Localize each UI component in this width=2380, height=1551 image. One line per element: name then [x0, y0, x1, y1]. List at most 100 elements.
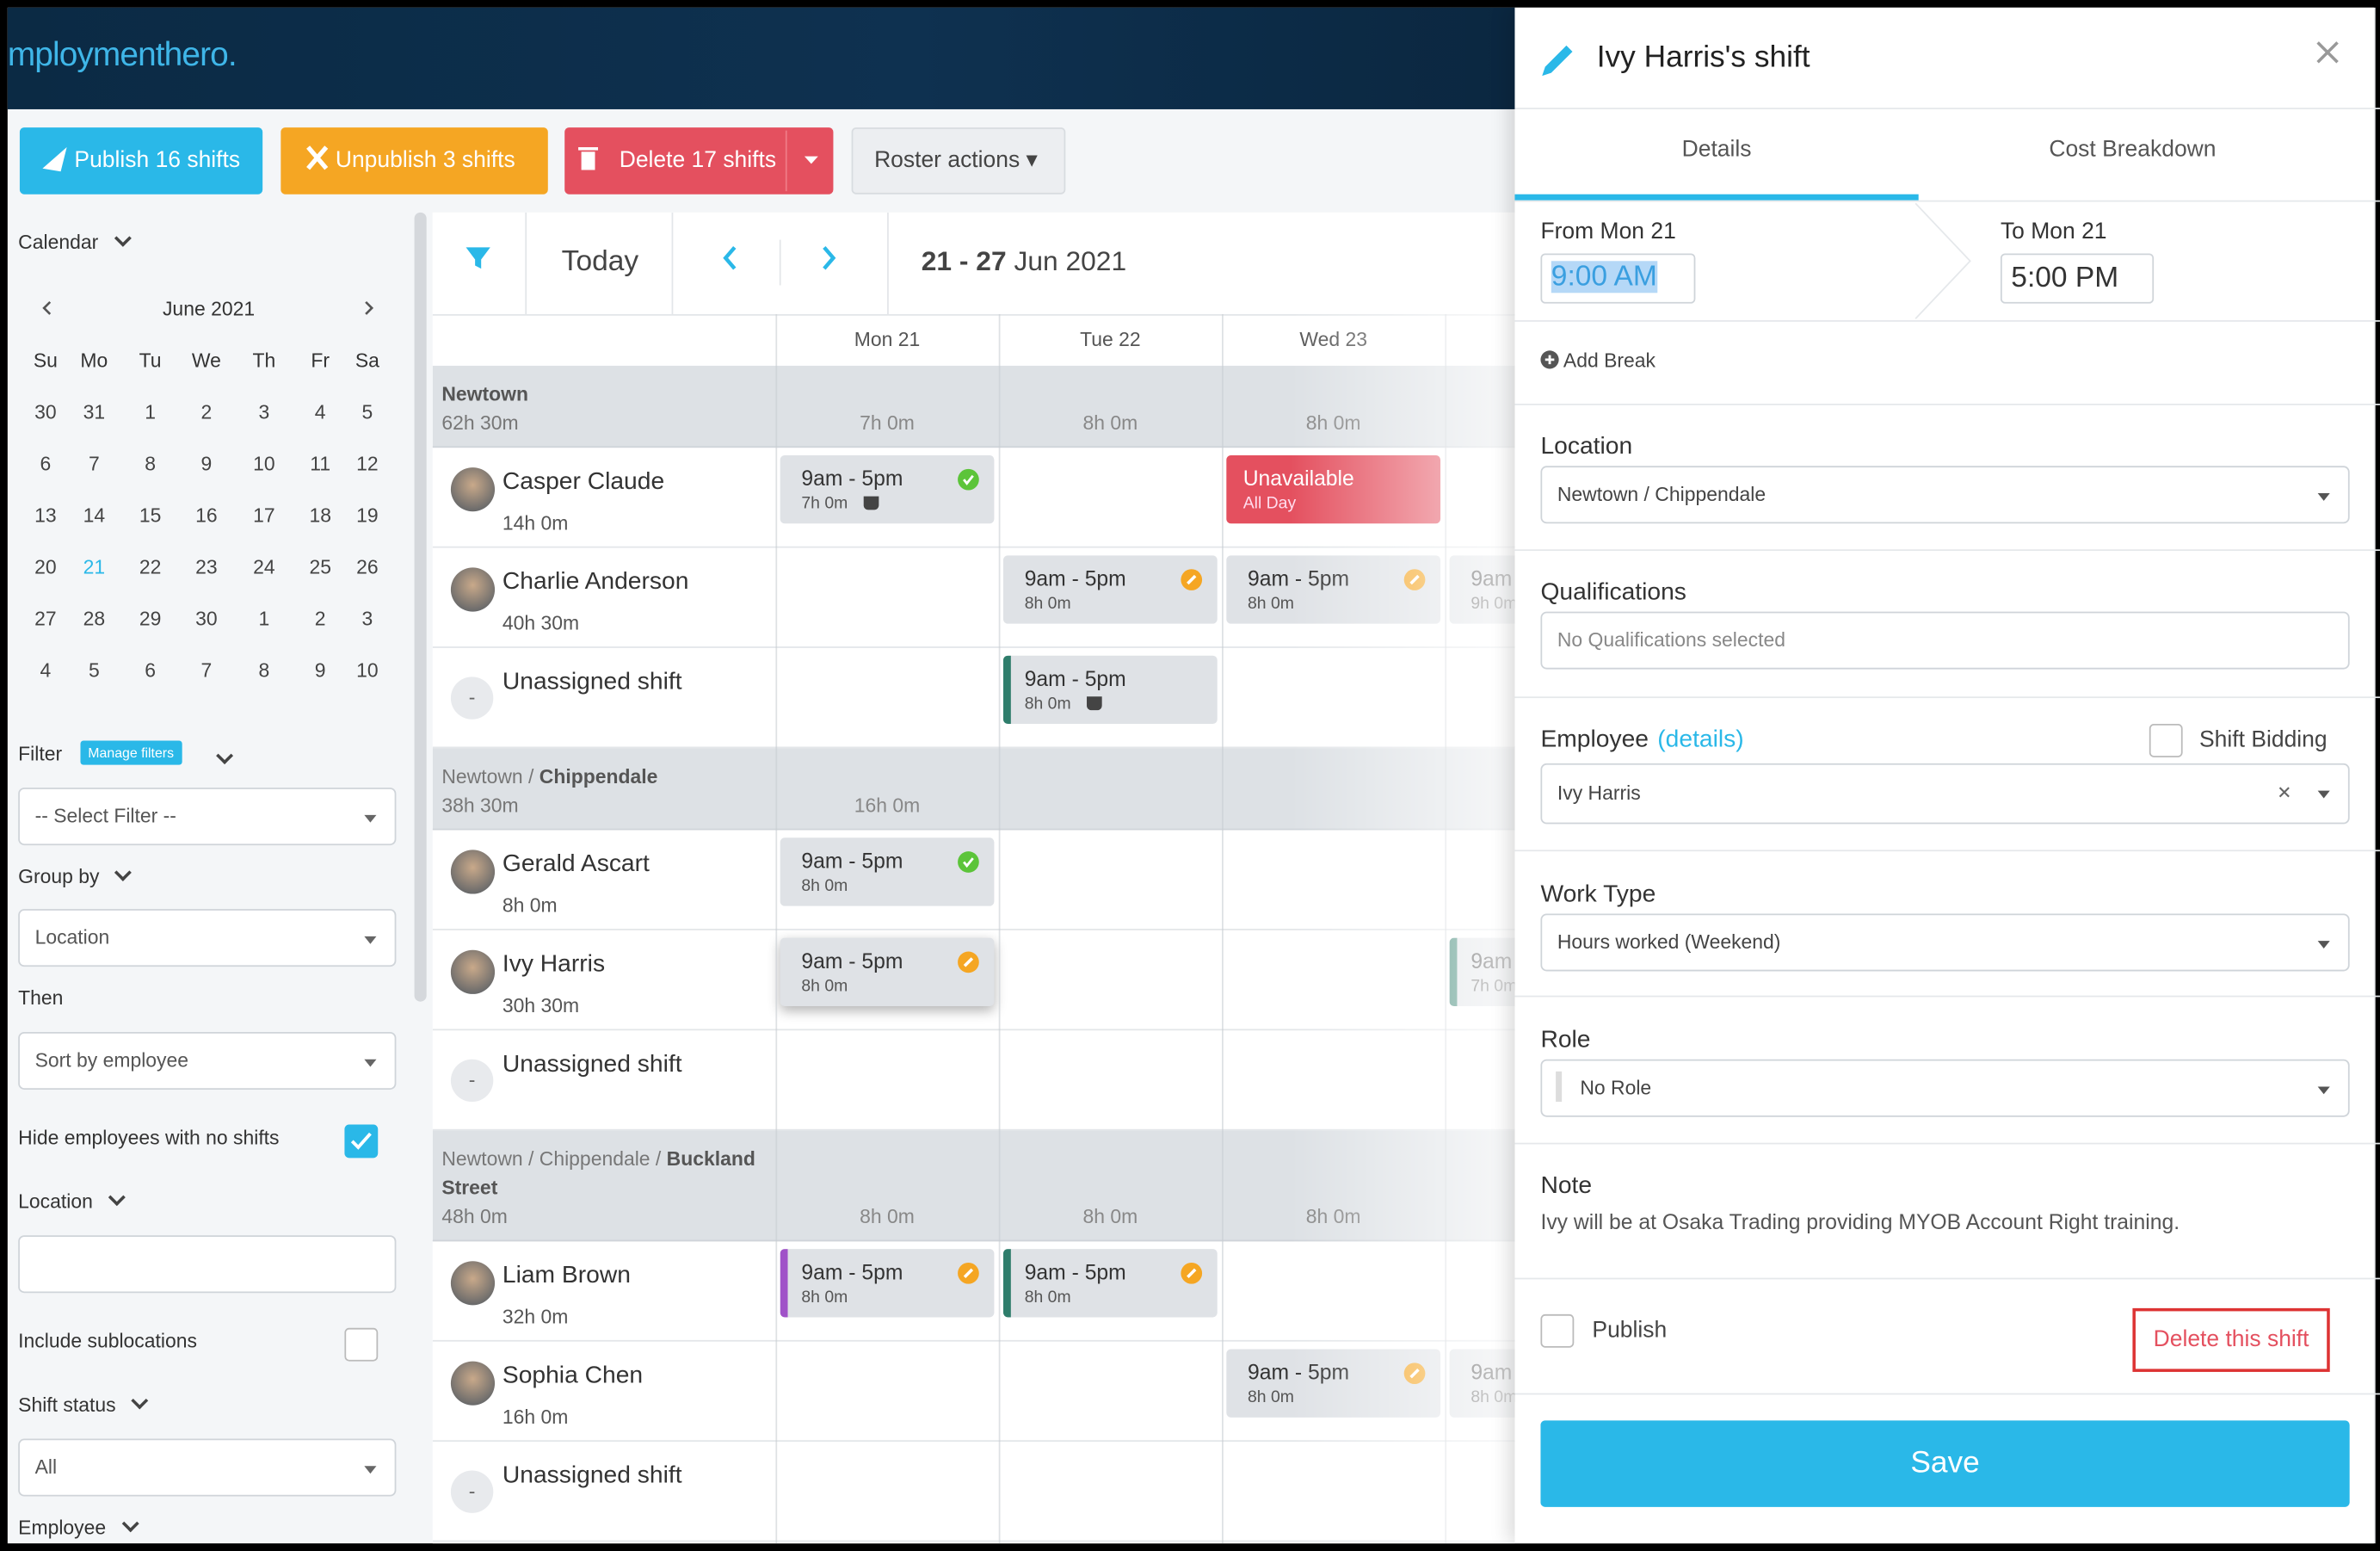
calendar-day[interactable]: 14 [83, 504, 106, 527]
calendar-day[interactable]: 2 [314, 607, 326, 630]
calendar-day[interactable]: 16 [195, 504, 218, 527]
today-button[interactable]: Today [561, 245, 639, 278]
shift-card[interactable]: 9am - 5pm 8h 0m [780, 1249, 995, 1318]
calendar-day[interactable]: 10 [253, 452, 275, 475]
to-input[interactable]: 5:00 PM [2000, 253, 2155, 304]
calendar-day[interactable]: 27 [34, 607, 57, 630]
calendar-day[interactable]: 5 [361, 400, 373, 423]
unpublish-button[interactable]: Unpublish 3 shifts [281, 127, 548, 195]
delete-button[interactable]: Delete 17 shifts [564, 127, 834, 195]
calendar-day[interactable]: 7 [200, 658, 213, 682]
shift-card[interactable]: 9am - 5pm 8h 0m [780, 937, 995, 1007]
row [432, 548, 1515, 648]
calendar-day[interactable]: 28 [83, 607, 106, 630]
calendar-day[interactable]: 8 [145, 452, 157, 475]
roster-actions[interactable]: Roster actions ▾ [851, 127, 1066, 195]
calendar-day[interactable]: 2 [200, 400, 213, 423]
calendar-day[interactable]: 21 [83, 555, 106, 578]
role-swatch [1556, 1071, 1563, 1103]
shift-card[interactable]: 9am - 5pm 8h 0m [780, 837, 995, 906]
calendar-day[interactable]: 6 [145, 658, 157, 682]
calendar-day[interactable]: 11 [310, 452, 331, 475]
location-input[interactable] [18, 1235, 397, 1294]
calendar-day[interactable]: 30 [34, 400, 57, 423]
nav-icons[interactable] [433, 212, 918, 314]
employee-details[interactable]: (details) [1657, 726, 1744, 753]
tab[interactable]: Cost Breakdown [2049, 136, 2217, 163]
employee-select[interactable]: Ivy Harris [1540, 763, 2350, 825]
avatar [450, 1361, 496, 1406]
calendar-day[interactable]: 13 [34, 504, 57, 527]
calendar-day[interactable]: 15 [139, 504, 162, 527]
add-break[interactable]: Add Break [1563, 349, 1656, 372]
shift-duration: 8h 0m [801, 977, 848, 996]
publish-button[interactable]: Publish 16 shifts [19, 127, 263, 195]
calendar-day[interactable]: 30 [195, 607, 218, 630]
weekday: We [191, 349, 221, 372]
group-by-select[interactable]: Location [18, 909, 397, 967]
group-name: Newtown / Chippendale 38h 30m [441, 762, 768, 819]
calendar-day[interactable]: 20 [34, 555, 57, 578]
calendar-day[interactable]: 12 [356, 452, 379, 475]
calendar-day[interactable]: 4 [314, 400, 326, 423]
avatar [450, 949, 496, 994]
from-input[interactable]: 9:00 AM [1540, 253, 1696, 304]
sublocations-checkbox[interactable] [344, 1327, 379, 1362]
calendar-day[interactable]: 1 [258, 607, 270, 630]
calendar-day[interactable]: 7 [88, 452, 100, 475]
day-header: Mon 21 [854, 327, 921, 351]
publish-checkbox[interactable] [1540, 1313, 1575, 1348]
calendar-day[interactable]: 31 [83, 400, 106, 423]
calendar-day[interactable]: 24 [253, 555, 275, 578]
avatar [450, 567, 496, 612]
role-select[interactable]: No Role [1540, 1059, 2350, 1117]
shift-card[interactable]: 9am - 5pm 8h 0m [1003, 1249, 1218, 1318]
tab[interactable]: Details [1681, 136, 1752, 163]
location-select[interactable]: Newtown / Chippendale [1540, 466, 2350, 524]
calendar-day[interactable]: 4 [40, 658, 52, 682]
calendar-day[interactable]: 17 [253, 504, 275, 527]
calendar-day[interactable]: 8 [258, 658, 270, 682]
group-path: Newtown / [441, 1146, 540, 1171]
calendar-day[interactable]: 3 [258, 400, 270, 423]
break-icon [1087, 696, 1102, 711]
avatar: - [450, 677, 494, 720]
calendar-day[interactable]: 29 [139, 607, 162, 630]
month-arrows[interactable] [8, 288, 410, 334]
calendar-day[interactable]: 10 [356, 658, 379, 682]
employee-name: Casper Claude [502, 468, 665, 495]
calendar-day[interactable]: 26 [356, 555, 379, 578]
work-type-select[interactable]: Hours worked (Weekend) [1540, 913, 2350, 972]
date-range-month: Jun 2021 [1014, 245, 1127, 276]
calendar-day[interactable]: 5 [88, 658, 100, 682]
then-select[interactable]: Sort by employee [18, 1031, 397, 1090]
hide-checkbox[interactable] [344, 1124, 379, 1159]
manage-filters[interactable]: Manage filters [80, 740, 182, 765]
shift-bar [780, 1249, 788, 1318]
shift-card[interactable]: 9am - 5pm 7h 0m [780, 454, 995, 524]
filter-select[interactable]: -- Select Filter -- [18, 788, 397, 846]
employee-name: Gerald Ascart [502, 851, 650, 878]
calendar-day[interactable]: 23 [195, 555, 218, 578]
status-select[interactable]: All [18, 1438, 397, 1497]
calendar-day[interactable]: 9 [200, 452, 213, 475]
qualifications-select[interactable]: No Qualifications selected [1540, 611, 2350, 670]
save-button[interactable]: Save [1540, 1420, 2350, 1507]
calendar-day[interactable]: 6 [40, 452, 52, 475]
calendar-day[interactable]: 1 [145, 400, 157, 423]
calendar-day[interactable]: 25 [309, 555, 331, 578]
shift-card[interactable]: 9am - 5pm 8h 0m [1003, 555, 1218, 624]
employee-hours: 8h 0m [502, 893, 558, 917]
calendar-day[interactable]: 9 [314, 658, 326, 682]
note-text: Ivy will be at Osaka Trading providing M… [1540, 1209, 2180, 1234]
bidding-checkbox[interactable] [2149, 724, 2183, 757]
from-label: From Mon 21 [1540, 218, 1676, 244]
calendar-day[interactable]: 22 [139, 555, 162, 578]
calendar-day[interactable]: 3 [361, 607, 373, 630]
calendar-day[interactable]: 18 [309, 504, 331, 527]
shift-card[interactable]: 9am - 5pm 8h 0m [1003, 655, 1218, 725]
delete-shift[interactable]: Delete this shift [2132, 1307, 2330, 1372]
role-label: Role [1540, 1027, 1591, 1054]
calendar-day[interactable]: 19 [356, 504, 379, 527]
divider [1514, 200, 2380, 202]
